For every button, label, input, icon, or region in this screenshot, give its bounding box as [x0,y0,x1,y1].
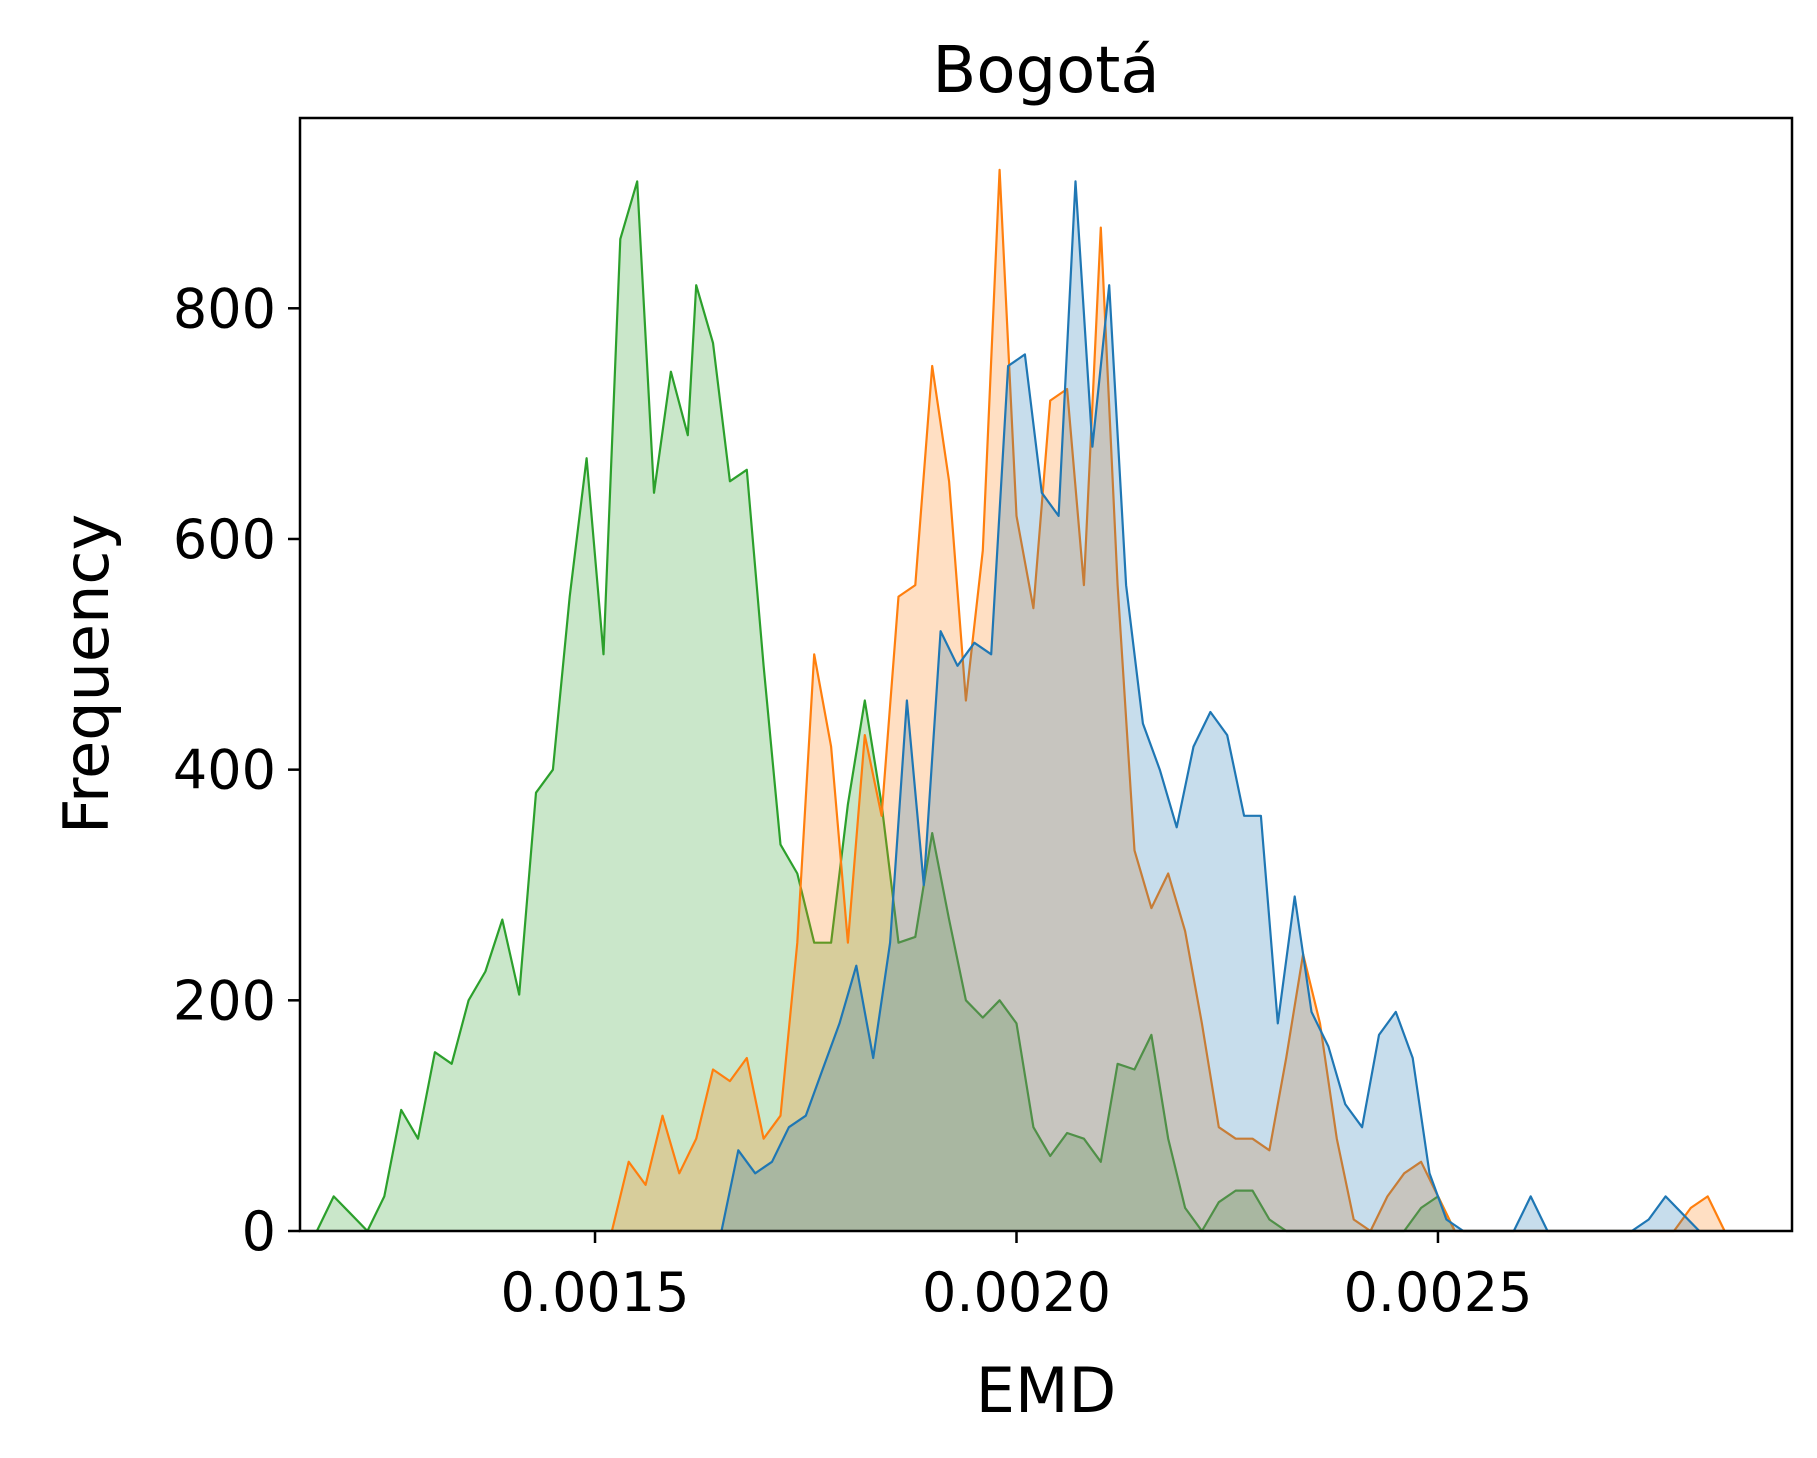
plot-frame [298,116,1794,1233]
series-2-area [721,181,1700,1231]
series-1-line [610,168,1726,1233]
x-axis-label: EMD [976,1354,1116,1427]
y-tick-label: 400 [173,739,276,802]
series-layer [315,168,1726,1233]
x-tick-label: 0.0020 [922,1261,1111,1324]
series-0-line [315,180,1456,1233]
y-tick-label: 200 [173,969,276,1032]
y-tick-label: 600 [173,508,276,571]
x-tick-label: 0.0025 [1343,1261,1532,1324]
series-0-area [316,181,1455,1231]
chart-title: Bogotá [932,34,1159,108]
series-1-area [611,169,1725,1231]
y-tick-label: 800 [173,277,276,340]
series-2-line [720,180,1701,1233]
ticks-layer: 0.0015 0.0020 0.0025 0 200 400 600 800 [173,277,1533,1324]
y-tick-label: 0 [242,1200,276,1263]
y-axis-label: Frequency [50,514,123,834]
x-tick-label: 0.0015 [501,1261,690,1324]
